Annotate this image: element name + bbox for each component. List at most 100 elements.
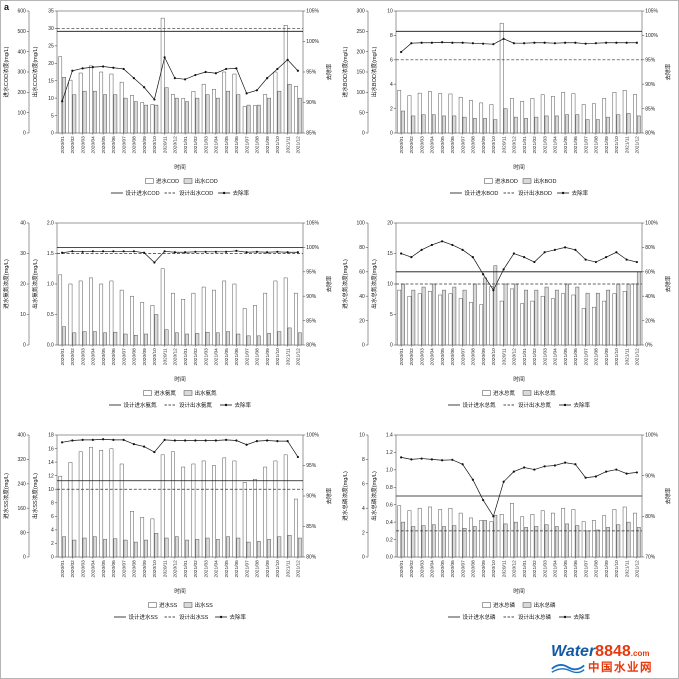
influent-bar (407, 295, 412, 346)
x-tick-label: 2020/09 (142, 348, 148, 366)
x-tick-label: 2020/07 (460, 136, 466, 154)
removal-point (471, 256, 474, 259)
effluent-bar (236, 333, 241, 346)
legend-label: 出水SS (195, 601, 214, 609)
removal-point (143, 445, 146, 448)
influent-bar (68, 462, 73, 558)
removal-point (543, 41, 546, 44)
x-tick-label: 2020/11 (162, 136, 168, 153)
influent-bar (232, 283, 237, 346)
influent-bar (130, 95, 134, 134)
influent-bar (602, 515, 607, 558)
x-tick-label: 2021/08 (594, 136, 600, 154)
removal-point (420, 248, 423, 251)
effluent-tick-label: 1.0 (386, 468, 393, 474)
removal-point (400, 252, 403, 255)
influent-bar (530, 300, 535, 346)
effluent-tick-label: 2 (51, 541, 54, 547)
effluent-bar (401, 521, 405, 558)
x-tick-label: 2021/01 (183, 348, 189, 366)
removal-point (635, 260, 638, 264)
influent-bar (232, 460, 237, 558)
x-tick-label: 2020/02 (409, 560, 415, 578)
effluent-bar (246, 335, 251, 346)
effluent-tick-label: 8 (390, 33, 393, 39)
removal-point (225, 67, 228, 71)
influent-bar (448, 507, 453, 558)
x-tick-label: 2021/01 (522, 560, 528, 578)
x-tick-label: 2021/11 (624, 560, 630, 577)
effluent-bar (483, 118, 487, 134)
removal-point (553, 248, 556, 251)
x-tick-label: 2020/09 (481, 560, 487, 578)
x-tick-label: 2021/12 (635, 560, 641, 578)
x-tick-label: 2021/02 (193, 136, 199, 154)
influent-bar (602, 98, 607, 134)
x-tick-label: 2021/06 (234, 560, 240, 578)
influent-tick-label: 100 (356, 90, 365, 96)
removal-axis-title: 去除率 (325, 487, 333, 504)
influent-bar (294, 292, 298, 346)
x-tick-label: 2020/10 (491, 560, 497, 578)
removal-point (615, 251, 618, 254)
influent-bar (89, 65, 93, 134)
legend-label: 去除率 (574, 613, 591, 621)
x-tick-label: 2021/04 (553, 348, 559, 366)
x-tick-label: 2021/01 (522, 348, 528, 366)
effluent-bar (72, 332, 77, 346)
watermark-com-text: .com (630, 649, 650, 659)
effluent-bar (174, 97, 179, 134)
x-tick-label: 2021/11 (285, 348, 291, 365)
x-tick-label: 2020/05 (440, 560, 446, 578)
x-tick-label: 2021/03 (203, 136, 209, 154)
x-tick-label: 2021/11 (285, 560, 291, 577)
x-tick-label: 2020/06 (450, 560, 456, 578)
removal-tick-label: 80% (306, 555, 317, 561)
influent-axis-title: 进水COD浓度(mg/L) (2, 46, 10, 97)
effluent-bar (503, 523, 508, 558)
x-tick-label: 2020/05 (101, 136, 107, 154)
removal-point (605, 41, 608, 44)
effluent-bar (267, 539, 271, 558)
x-tick-label: 2021/10 (275, 348, 281, 366)
effluent-bar (565, 523, 569, 558)
removal-point (523, 42, 526, 45)
influent-bar (540, 94, 545, 134)
influent-bar (479, 520, 484, 558)
effluent-bar (62, 536, 66, 558)
influent-bar (622, 90, 627, 134)
x-tick-label: 2021/06 (234, 348, 240, 366)
removal-point (523, 256, 526, 259)
legend-influent: 进水COD (145, 177, 179, 185)
removal-point (553, 42, 556, 45)
influent-bar (540, 510, 545, 558)
influent-tick-label: 0 (362, 343, 365, 349)
x-tick-label: 2021/12 (296, 560, 302, 578)
legend-removal: 去除率 (557, 189, 589, 197)
effluent-bar (226, 90, 230, 134)
removal-point (91, 66, 94, 69)
influent-bar (540, 295, 545, 346)
x-tick-label: 2020/01 (60, 136, 66, 154)
x-axis-title: 时间 (513, 587, 525, 595)
removal-point (255, 89, 258, 92)
influent-tick-label: 0 (362, 555, 365, 561)
removal-point (163, 56, 166, 59)
effluent-bar (462, 289, 467, 346)
effluent-tick-label: 4 (390, 82, 393, 88)
x-tick-label: 2021/08 (594, 560, 600, 578)
influent-bar (407, 510, 412, 558)
effluent-bar (626, 521, 631, 558)
chart-bod: 0 50 100 150 200 250 300 0 2 4 6 8 10 80% 85% 90% 95% 100… (341, 9, 672, 197)
x-tick-label: 2020/08 (132, 136, 138, 154)
figure-label: a (4, 2, 10, 12)
chart-tp: 0 2 4 6 8 10 0.0 0.2 0.4 0.6 0.8 1.0 1.2 1.4 70% 80% 90%… (341, 433, 672, 621)
effluent-bar (92, 331, 97, 346)
influent-bar (633, 283, 637, 346)
legend-swatch (183, 390, 193, 396)
influent-bar (140, 302, 145, 346)
influent-bar (232, 73, 237, 134)
x-tick-label: 2020/03 (80, 560, 86, 578)
effluent-bar (164, 537, 169, 558)
influent-tick-label: 300 (17, 70, 26, 76)
